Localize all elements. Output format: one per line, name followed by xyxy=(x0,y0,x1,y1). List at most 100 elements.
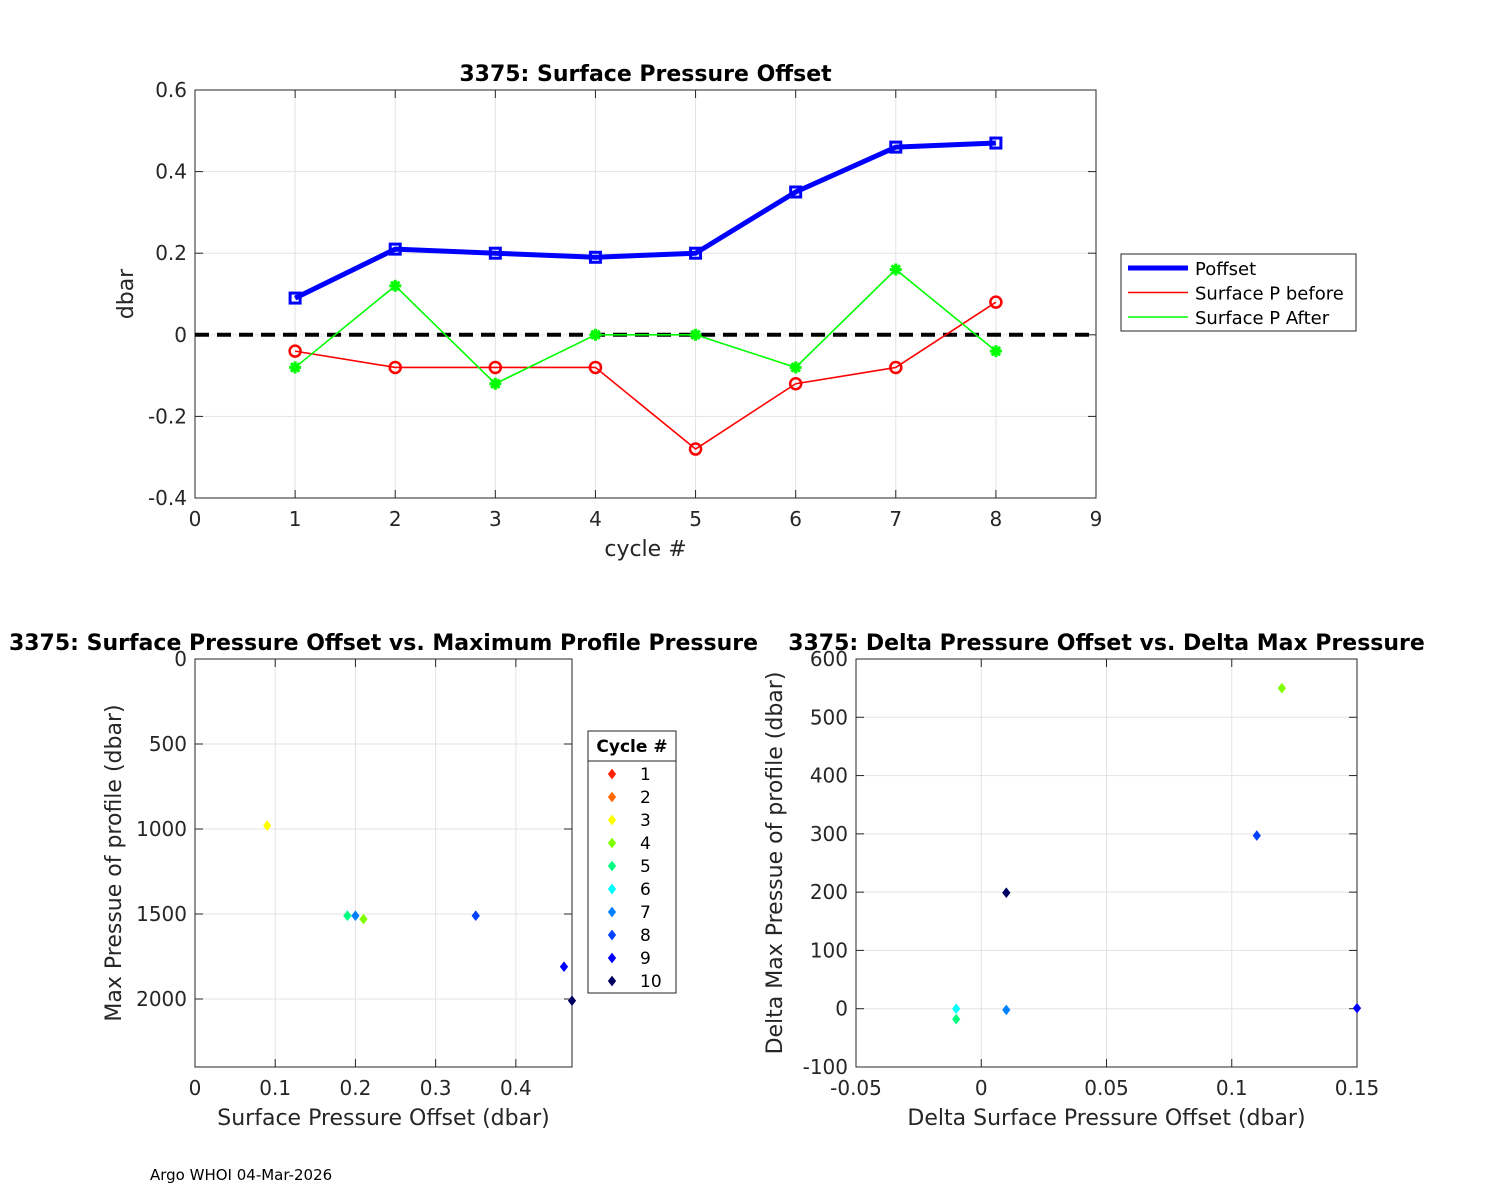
data-point xyxy=(989,295,1003,309)
data-point xyxy=(343,910,352,922)
legend-marker xyxy=(607,860,617,872)
plot-area xyxy=(195,90,1096,498)
y-tick-label: 200 xyxy=(810,880,848,904)
chart-title: 3375: Surface Pressure Offset vs. Maximu… xyxy=(9,631,758,656)
data-point xyxy=(471,910,480,922)
x-tick-label: 0 xyxy=(189,1076,202,1100)
data-point xyxy=(567,995,577,1007)
data-point xyxy=(588,360,603,375)
data-point xyxy=(789,185,803,199)
data-point xyxy=(1002,1004,1011,1016)
y-tick-label: 0 xyxy=(835,997,848,1021)
series-line-poffset xyxy=(294,140,996,301)
data-point xyxy=(952,1013,961,1025)
legend-label: 9 xyxy=(640,949,651,969)
y-tick-label: 1500 xyxy=(136,902,187,926)
data-point xyxy=(889,263,902,276)
legend-label: 8 xyxy=(640,926,651,946)
data-point xyxy=(559,961,569,973)
data-point xyxy=(688,442,703,456)
legend-marker xyxy=(607,791,617,803)
x-tick-label: 0 xyxy=(975,1076,988,1100)
data-point xyxy=(359,913,368,925)
y-tick-label: -100 xyxy=(803,1055,848,1079)
legend-marker xyxy=(607,768,617,780)
x-tick-label: 7 xyxy=(889,507,902,531)
footer-stamp: Argo WHOI 04-Mar-2026 xyxy=(150,1166,333,1184)
data-point xyxy=(689,328,702,341)
legend-label: 3 xyxy=(640,811,651,831)
data-point xyxy=(488,246,502,260)
x-tick-label: 4 xyxy=(589,507,602,531)
data-point xyxy=(952,1003,961,1015)
y-tick-label: 0.2 xyxy=(155,241,187,265)
series-line-surface-p-after xyxy=(294,268,997,385)
legend-title: Cycle # xyxy=(596,737,667,757)
series-line-surface-p-before xyxy=(294,301,997,450)
legend: Cycle # 1 2 3 4 5 6 7 8 9 10 xyxy=(587,730,677,994)
data-point xyxy=(288,291,302,305)
y-tick-label: 0 xyxy=(174,323,187,347)
legend-label: 1 xyxy=(640,765,651,785)
y-axis-label: Delta Max Pressue of profile (dbar) xyxy=(763,672,788,1055)
x-tick-label: 0.1 xyxy=(259,1076,291,1100)
x-tick-label: -0.05 xyxy=(830,1076,882,1100)
legend-marker xyxy=(607,975,617,987)
x-tick-label: 0.2 xyxy=(340,1076,372,1100)
legend-label: Surface P before xyxy=(1195,284,1344,305)
y-tick-label: 0.6 xyxy=(155,78,187,102)
legend-marker xyxy=(607,929,617,941)
legend-marker xyxy=(607,837,617,849)
data-point xyxy=(289,361,302,374)
data-point xyxy=(389,279,402,292)
y-tick-label: 0 xyxy=(174,647,187,671)
legend-marker xyxy=(607,906,617,918)
x-tick-label: 3 xyxy=(489,507,502,531)
data-point xyxy=(889,140,903,154)
y-tick-label: 2000 xyxy=(136,987,187,1011)
x-tick-label: 0.3 xyxy=(420,1076,452,1100)
data-point xyxy=(689,246,703,260)
y-tick-label: 300 xyxy=(810,822,848,846)
y-tick-label: 100 xyxy=(810,938,848,962)
x-tick-label: 8 xyxy=(990,507,1003,531)
data-point xyxy=(1352,1002,1362,1014)
x-axis-label: Delta Surface Pressure Offset (dbar) xyxy=(907,1106,1305,1131)
y-tick-label: -0.4 xyxy=(148,486,187,510)
axes-frame xyxy=(194,658,573,1068)
chart-title: 3375: Delta Pressure Offset vs. Delta Ma… xyxy=(788,631,1425,656)
data-point xyxy=(263,820,272,831)
axes-1: 0 1 2 3 4 5 6 7 8 9 -0.4 -0.2 0 0.2 0.4 0.6 cycle # dbar 3… xyxy=(114,62,1357,562)
chart-title: 3375: Surface Pressure Offset xyxy=(459,62,832,87)
legend-label: 7 xyxy=(640,903,651,923)
y-tick-label: 500 xyxy=(149,732,187,756)
legend: Poffset Surface P before Surface P After xyxy=(1120,253,1357,332)
x-tick-label: 0.4 xyxy=(500,1076,532,1100)
legend-marker xyxy=(607,952,617,964)
data-point xyxy=(989,345,1002,358)
data-point xyxy=(1002,887,1011,899)
x-tick-label: 9 xyxy=(1090,507,1103,531)
x-axis-label: cycle # xyxy=(604,537,686,562)
data-point xyxy=(351,910,360,922)
y-tick-label: 1000 xyxy=(136,817,187,841)
legend-label: 10 xyxy=(640,972,662,992)
data-point xyxy=(388,242,402,256)
legend-box xyxy=(587,730,677,994)
axes-2: 0 0.1 0.2 0.3 0.4 0 500 1000 1500 2000 Surface Pre… xyxy=(9,631,758,1131)
x-tick-label: 0.1 xyxy=(1216,1076,1248,1100)
legend-label: 6 xyxy=(640,880,651,900)
data-point xyxy=(488,360,503,375)
data-point xyxy=(1252,830,1261,841)
y-axis-label: dbar xyxy=(114,268,139,319)
y-tick-label: 500 xyxy=(810,705,848,729)
x-tick-label: 0 xyxy=(189,507,202,531)
data-point xyxy=(889,360,903,375)
legend-marker xyxy=(607,814,617,826)
y-tick-label: 400 xyxy=(810,764,848,788)
x-tick-label: 0.15 xyxy=(1335,1076,1380,1100)
x-tick-label: 2 xyxy=(389,507,402,531)
legend-marker xyxy=(607,883,617,895)
data-point xyxy=(388,360,402,375)
data-point xyxy=(589,328,602,341)
